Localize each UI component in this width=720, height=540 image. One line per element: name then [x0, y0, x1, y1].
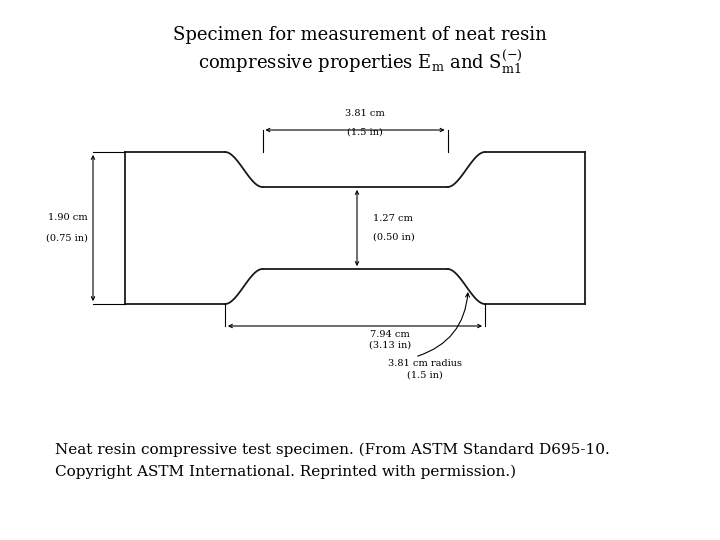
- Text: 3.81 cm radius: 3.81 cm radius: [388, 359, 462, 368]
- Text: (0.75 in): (0.75 in): [46, 234, 88, 243]
- Text: Specimen for measurement of neat resin: Specimen for measurement of neat resin: [173, 26, 547, 44]
- Text: 3.81 cm: 3.81 cm: [345, 109, 385, 118]
- Text: 1.90 cm: 1.90 cm: [48, 213, 88, 222]
- Text: (1.5 in): (1.5 in): [407, 371, 443, 380]
- Text: 7.94 cm: 7.94 cm: [370, 330, 410, 339]
- Text: (1.5 in): (1.5 in): [347, 128, 383, 137]
- Text: (3.13 in): (3.13 in): [369, 341, 411, 350]
- Text: (0.50 in): (0.50 in): [373, 233, 415, 242]
- Text: 1.27 cm: 1.27 cm: [373, 214, 413, 223]
- Text: compressive properties $\mathregular{E_m}$ and $\mathregular{S_{m1}^{(-)}}$: compressive properties $\mathregular{E_m…: [197, 48, 523, 76]
- Text: Copyright ASTM International. Reprinted with permission.): Copyright ASTM International. Reprinted …: [55, 465, 516, 479]
- Text: Neat resin compressive test specimen. (From ASTM Standard D695-10.: Neat resin compressive test specimen. (F…: [55, 443, 610, 457]
